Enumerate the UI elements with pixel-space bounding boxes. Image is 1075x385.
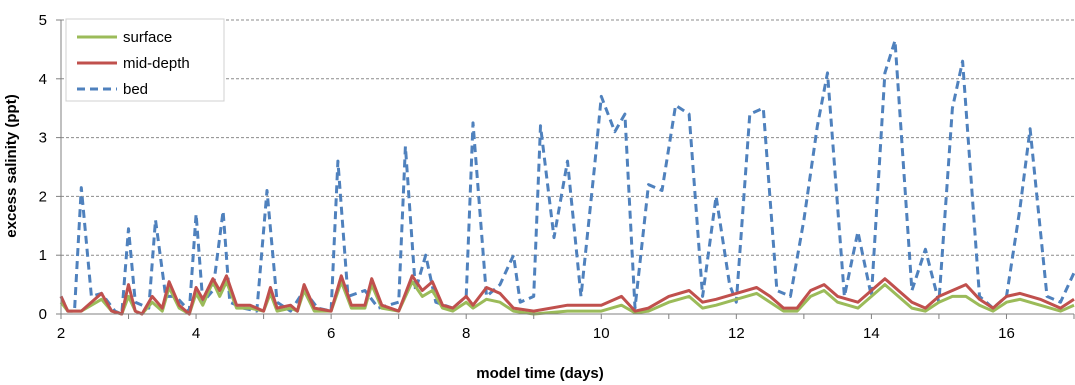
x-tick-label: 12 [728,325,745,342]
series-line-mid-depth [59,274,1075,316]
y-tick-label: 0 [39,306,47,323]
series-line-bed [59,39,1075,316]
x-tick-label: 2 [57,325,65,342]
x-tick-label: 8 [462,325,470,342]
x-axis-title: model time (days) [476,365,604,382]
y-tick-label: 1 [39,247,47,264]
legend-box [65,18,225,102]
y-tick-label: 4 [39,71,47,88]
legend-label-bed: bed [123,81,148,98]
legend-label-mid-depth: mid-depth [123,55,190,72]
y-axis-title: excess salinity (ppt) [3,94,20,237]
x-tick-label: 6 [327,325,335,342]
x-tick-label: 16 [998,325,1015,342]
x-tick-label: 4 [192,325,200,342]
legend-label-surface: surface [123,29,172,46]
x-tick-label: 14 [863,325,880,342]
y-tick-label: 5 [39,12,47,29]
axes [56,19,1075,319]
y-tick-label: 3 [39,130,47,147]
y-tick-label: 2 [39,188,47,205]
x-tick-label: 10 [593,325,610,342]
gridlines [61,19,1074,256]
legend: surface mid-depth bed [65,18,225,102]
